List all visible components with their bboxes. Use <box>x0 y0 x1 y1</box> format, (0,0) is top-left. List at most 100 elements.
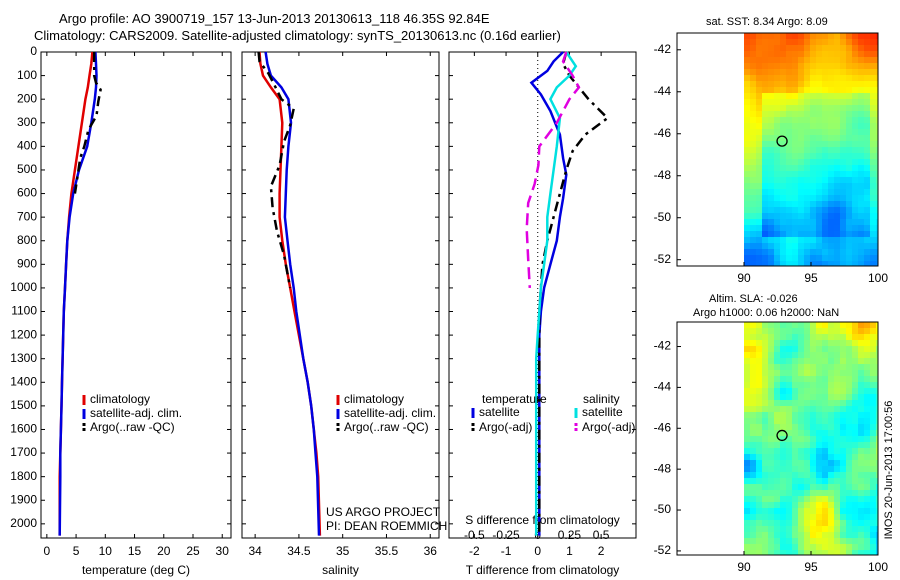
map-cell <box>852 237 859 244</box>
map-cell <box>852 63 859 70</box>
map-cell <box>870 33 877 40</box>
map-cell <box>768 177 775 184</box>
map-cell <box>822 249 829 256</box>
map-cell <box>792 237 799 244</box>
map-cell <box>852 51 859 58</box>
map-cell <box>792 346 799 353</box>
map-cell <box>804 153 811 160</box>
map-cell <box>780 478 787 485</box>
map-cell <box>876 249 879 256</box>
map-cell <box>810 502 817 509</box>
map-cell <box>870 442 877 449</box>
map-cell <box>780 75 787 82</box>
map-cell <box>768 364 775 371</box>
map-cell <box>804 352 811 359</box>
map-cell <box>828 255 835 262</box>
map-cell <box>852 81 859 88</box>
map-cell <box>852 231 859 238</box>
map-cell <box>804 496 811 503</box>
y-tick-label: 800 <box>17 233 37 247</box>
map-cell <box>792 514 799 521</box>
map-cell <box>744 376 751 383</box>
map-cell <box>816 550 823 556</box>
map-cell <box>780 105 787 112</box>
map-cell <box>768 63 775 70</box>
map-cell <box>834 255 841 262</box>
map-cell <box>756 201 763 208</box>
map-cell <box>750 526 757 533</box>
map-cell <box>822 153 829 160</box>
map-cell <box>774 412 781 419</box>
map-cell <box>810 87 817 94</box>
map-cell <box>876 153 879 160</box>
map-cell <box>840 472 847 479</box>
map-cell <box>846 243 853 250</box>
map-cell <box>828 135 835 142</box>
map-cell <box>750 231 757 238</box>
map-cell <box>786 484 793 491</box>
map-cell <box>852 454 859 461</box>
map-cell <box>840 436 847 443</box>
map-cell <box>750 484 757 491</box>
map-cell <box>864 177 871 184</box>
map-cell <box>840 532 847 539</box>
map-cell <box>822 538 829 545</box>
map-cell <box>810 39 817 46</box>
map-cell <box>858 159 865 166</box>
map-cell <box>744 328 751 335</box>
map-cell <box>852 478 859 485</box>
map-y-tick-label: -44 <box>654 380 672 394</box>
map-cell <box>780 207 787 214</box>
map-cell <box>756 472 763 479</box>
map-cell <box>798 502 805 509</box>
map-cell <box>876 57 879 64</box>
map-cell <box>756 249 763 256</box>
map-cell <box>804 412 811 419</box>
map-cell <box>750 436 757 443</box>
map-cell <box>846 207 853 214</box>
map-cell <box>774 57 781 64</box>
map-cell <box>756 69 763 76</box>
map-cell <box>744 123 751 130</box>
map-cell <box>756 496 763 503</box>
map-cell <box>876 129 879 136</box>
map-cell <box>792 123 799 130</box>
map-cell <box>798 478 805 485</box>
map-cell <box>822 520 829 527</box>
map-cell <box>846 159 853 166</box>
map-cell <box>816 382 823 389</box>
map-cell <box>840 520 847 527</box>
map-cell <box>774 328 781 335</box>
map-cell <box>840 39 847 46</box>
map-cell <box>816 532 823 539</box>
map-cell <box>852 340 859 347</box>
map-cell <box>810 526 817 533</box>
x-tick-label: 34 <box>248 544 262 558</box>
map-cell <box>822 532 829 539</box>
map-cell <box>774 544 781 551</box>
map-cell <box>858 502 865 509</box>
map-cell <box>864 39 871 46</box>
map-cell <box>792 213 799 220</box>
map-cell <box>858 418 865 425</box>
map-cell <box>834 165 841 172</box>
map-cell <box>810 358 817 365</box>
map-cell <box>816 520 823 527</box>
map-cell <box>804 436 811 443</box>
map-cell <box>810 189 817 196</box>
map-cell <box>834 442 841 449</box>
map-cell <box>870 177 877 184</box>
map-cell <box>864 532 871 539</box>
map-cell <box>768 219 775 226</box>
map-cell <box>858 177 865 184</box>
map-cell <box>804 448 811 455</box>
map-cell <box>792 400 799 407</box>
map-cell <box>846 364 853 371</box>
map-cell <box>876 484 879 491</box>
map-cell <box>864 520 871 527</box>
map-cell <box>834 243 841 250</box>
map-cell <box>798 370 805 377</box>
map-cell <box>828 544 835 551</box>
map-cell <box>756 237 763 244</box>
map-cell <box>798 243 805 250</box>
